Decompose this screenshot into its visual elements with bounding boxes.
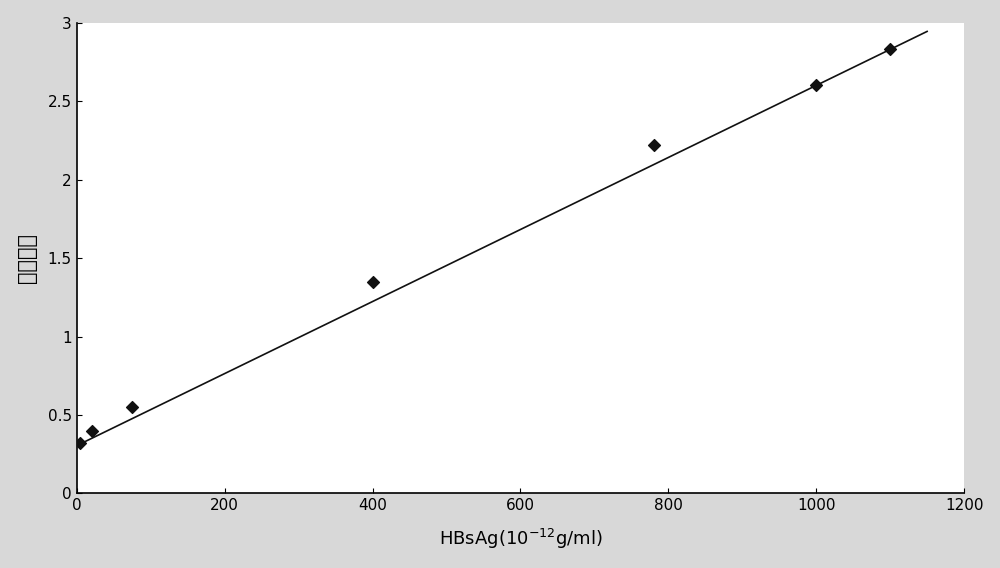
Point — [365, 277, 381, 286]
Point — [84, 426, 100, 435]
Point — [882, 45, 898, 54]
Y-axis label: 吸光度値: 吸光度値 — [17, 233, 37, 283]
Point — [646, 140, 662, 149]
Point — [124, 403, 140, 412]
X-axis label: HBsAg$(10^{-12}$g/ml$)$: HBsAg$(10^{-12}$g/ml$)$ — [439, 527, 602, 552]
Point — [808, 81, 824, 90]
Point — [72, 438, 88, 448]
